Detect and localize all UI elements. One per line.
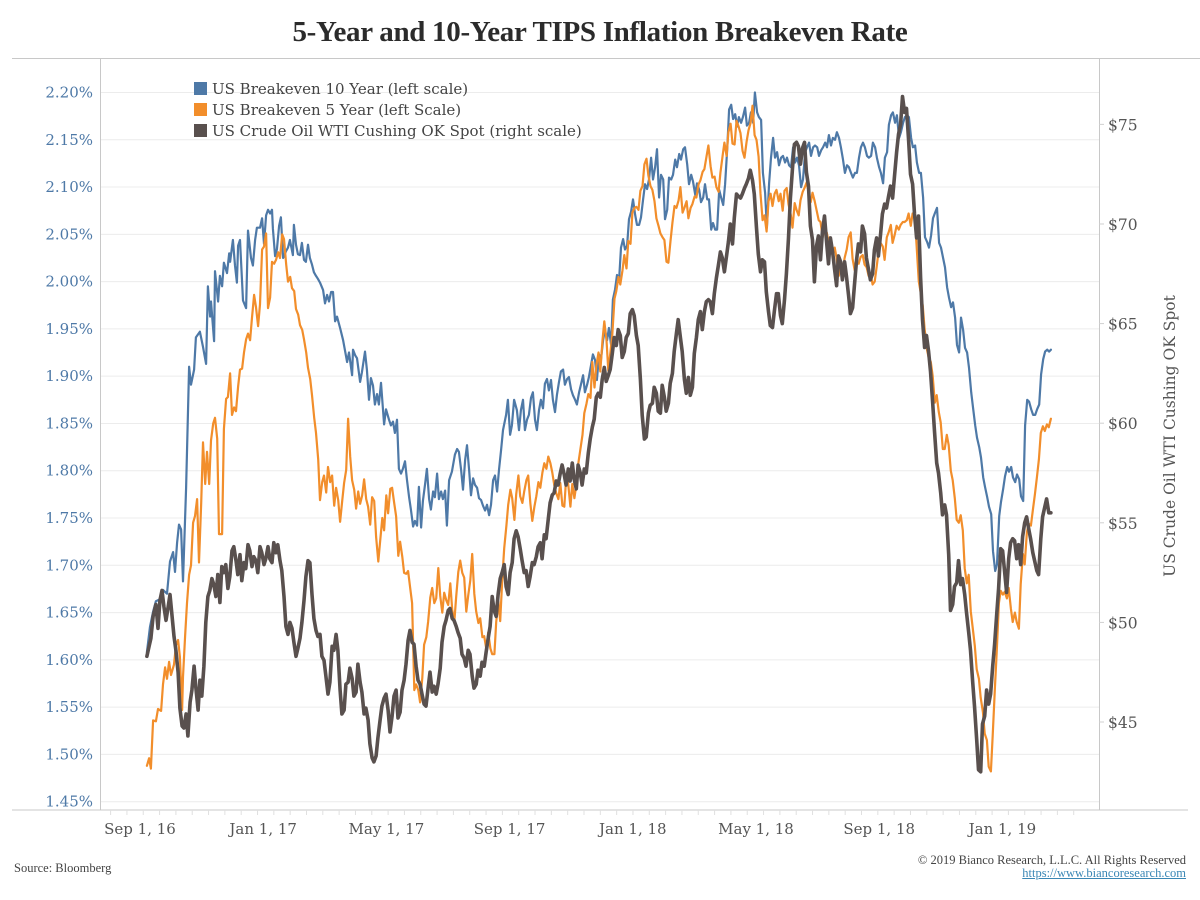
x-axis: Sep 1, 16 Jan 1, 17 May 1, 17 Sep 1, 17 Jan … bbox=[104, 820, 1036, 838]
y-tick-label: 2.00% bbox=[45, 273, 93, 291]
y2-tick-label: $45 bbox=[1108, 714, 1138, 732]
y-tick-label: 1.60% bbox=[45, 651, 93, 669]
x-tick-label: Jan 1, 18 bbox=[597, 820, 667, 838]
y-tick-label: 1.90% bbox=[45, 367, 93, 385]
series-line-5y bbox=[145, 104, 1052, 773]
right-y-axis: $75 $70 $65 $60 $55 $50 $45 bbox=[1099, 116, 1138, 732]
legend: US Breakeven 10 Year (left scale) US Bre… bbox=[194, 80, 582, 140]
x-tick-label: Sep 1, 16 bbox=[104, 820, 176, 838]
y2-tick-label: $75 bbox=[1108, 116, 1138, 134]
x-tick-label: May 1, 18 bbox=[718, 820, 794, 838]
website-link[interactable]: https://www.biancoresearch.com bbox=[1022, 866, 1186, 880]
legend-label-wti: US Crude Oil WTI Cushing OK Spot (right … bbox=[212, 122, 582, 140]
title-divider bbox=[12, 58, 1200, 59]
y-tick-label: 1.50% bbox=[45, 745, 93, 763]
y2-tick-label: $50 bbox=[1108, 614, 1138, 632]
y-tick-label: 1.70% bbox=[45, 556, 93, 574]
right-axis-title: US Crude Oil WTI Cushing OK Spot bbox=[1161, 294, 1179, 576]
y-tick-label: 2.05% bbox=[45, 225, 93, 243]
y-tick-label: 1.75% bbox=[45, 509, 93, 527]
y-tick-label: 1.80% bbox=[45, 462, 93, 480]
legend-swatch-5y bbox=[194, 103, 207, 116]
y-tick-label: 1.55% bbox=[45, 698, 93, 716]
legend-label-10y: US Breakeven 10 Year (left scale) bbox=[212, 80, 468, 98]
series-line-wti bbox=[145, 94, 1053, 774]
y-tick-label: 2.10% bbox=[45, 178, 93, 196]
x-tick-label: Sep 1, 17 bbox=[474, 820, 546, 838]
chart-title: 5-Year and 10-Year TIPS Inflation Breake… bbox=[292, 16, 908, 48]
y-tick-label: 1.85% bbox=[45, 414, 93, 432]
legend-label-5y: US Breakeven 5 Year (left Scale) bbox=[212, 101, 461, 119]
copyright-note: © 2019 Bianco Research, L.L.C. All Right… bbox=[917, 853, 1186, 867]
x-tick-label: Jan 1, 19 bbox=[967, 820, 1037, 838]
left-y-axis: 2.20% 2.15% 2.10% 2.05% 2.00% 1.95% 1.90% 1.85%… bbox=[45, 84, 93, 811]
y2-tick-label: $70 bbox=[1108, 216, 1138, 234]
y-tick-label: 2.15% bbox=[45, 131, 93, 149]
y-tick-label: 1.45% bbox=[45, 793, 93, 811]
y-tick-label: 2.20% bbox=[45, 84, 93, 102]
legend-swatch-wti bbox=[194, 124, 207, 137]
legend-swatch-10y bbox=[194, 82, 207, 95]
x-minor-ticks bbox=[110, 810, 1075, 815]
x-tick-label: Sep 1, 18 bbox=[843, 820, 915, 838]
x-tick-label: Jan 1, 17 bbox=[227, 820, 297, 838]
y2-tick-label: $55 bbox=[1108, 515, 1138, 533]
x-tick-label: May 1, 17 bbox=[349, 820, 425, 838]
y-tick-label: 1.65% bbox=[45, 604, 93, 622]
series-lines bbox=[145, 91, 1053, 774]
y2-tick-label: $60 bbox=[1108, 415, 1138, 433]
y2-tick-label: $65 bbox=[1108, 316, 1138, 334]
y-tick-label: 1.95% bbox=[45, 320, 93, 338]
source-note: Source: Bloomberg bbox=[14, 861, 112, 875]
